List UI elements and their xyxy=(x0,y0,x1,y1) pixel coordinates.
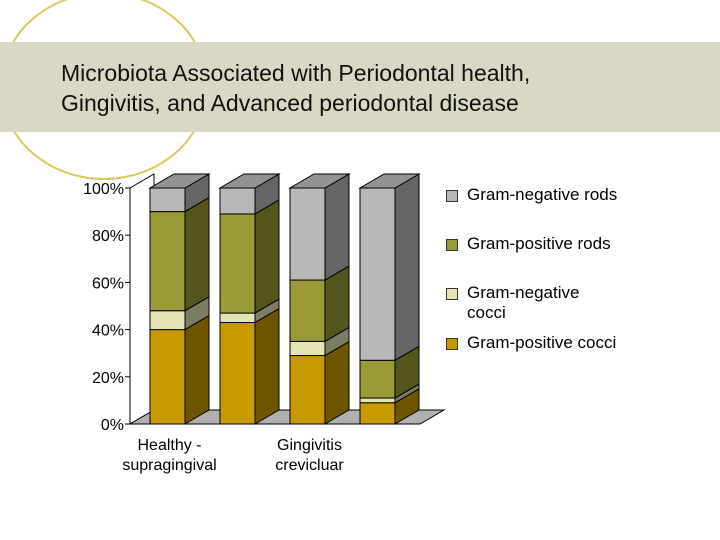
x-category-label: supragingival xyxy=(122,457,216,474)
bar-segment xyxy=(289,355,326,425)
title-band xyxy=(0,42,720,132)
bar-segment-side xyxy=(324,173,350,281)
bar-segment xyxy=(359,397,396,404)
bar-segment-side xyxy=(254,307,280,425)
bar-segment xyxy=(359,359,396,399)
bar-segment xyxy=(219,322,256,425)
bar-segment-side xyxy=(184,314,210,425)
legend-label: Gram-negative cocci xyxy=(467,283,580,322)
bar-segment xyxy=(289,340,326,357)
bar-segment-side xyxy=(254,199,280,314)
bar-segment-top xyxy=(288,173,351,189)
legend-label: Gram-positive rods xyxy=(467,234,611,253)
bar-segment xyxy=(289,187,326,281)
bar-segment-side xyxy=(394,173,420,362)
bar-segment xyxy=(149,329,186,425)
bar-segment-top xyxy=(148,173,211,189)
slide-title-line-1: Microbiota Associated with Periodontal h… xyxy=(61,60,531,86)
legend-swatch xyxy=(446,338,458,350)
slide-title: Microbiota Associated with Periodontal h… xyxy=(61,58,701,118)
x-category-label: Healthy - xyxy=(137,437,201,454)
bar-segment xyxy=(219,187,256,215)
bar-segment xyxy=(149,211,186,312)
y-tick-label: 60% xyxy=(92,275,124,292)
bar-segment xyxy=(359,187,396,361)
bar-segment xyxy=(359,402,396,425)
bar-segment-side xyxy=(184,196,210,312)
legend-swatch xyxy=(446,288,458,300)
y-tick-label: 40% xyxy=(92,323,124,340)
y-tick-label: 100% xyxy=(83,181,124,198)
bar-segment-top xyxy=(358,173,421,189)
legend-swatch xyxy=(446,239,458,251)
legend-swatch xyxy=(446,190,458,202)
bar-segment xyxy=(289,279,326,342)
slide-title-line-2: Gingivitis, and Advanced periodontal dis… xyxy=(61,90,519,116)
bar-segment xyxy=(149,187,186,213)
y-tick-label: 20% xyxy=(92,370,124,387)
bar-segment xyxy=(149,310,186,331)
x-category-label: crevicluar xyxy=(275,457,344,474)
legend-label: Gram-positive cocci xyxy=(467,333,617,352)
bar-segment-top xyxy=(218,173,281,189)
bar-segment xyxy=(219,213,256,314)
bar-segment xyxy=(219,312,256,324)
legend-label: Gram-negative rods xyxy=(467,185,618,204)
x-category-label: Gingivitis xyxy=(277,437,342,454)
y-tick-label: 0% xyxy=(101,417,124,434)
y-tick-label: 80% xyxy=(92,228,124,245)
